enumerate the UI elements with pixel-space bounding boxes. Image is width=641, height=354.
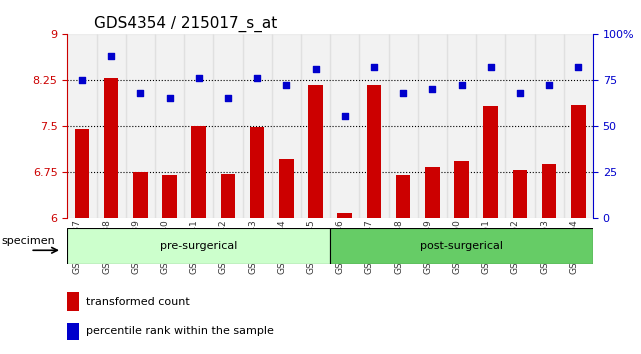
Bar — [301, 34, 330, 218]
Bar — [67, 292, 79, 311]
Point — [135, 90, 146, 95]
Bar — [367, 85, 381, 218]
Point — [398, 90, 408, 95]
Bar — [476, 34, 505, 218]
Bar — [67, 323, 79, 340]
Bar — [126, 34, 155, 218]
Point — [106, 53, 116, 58]
Text: GDS4354 / 215017_s_at: GDS4354 / 215017_s_at — [94, 16, 277, 32]
Bar — [563, 34, 593, 218]
Point — [369, 64, 379, 70]
Bar — [192, 126, 206, 218]
Bar — [418, 34, 447, 218]
Bar — [250, 127, 265, 218]
Bar — [67, 228, 330, 264]
Bar — [308, 85, 323, 218]
Bar — [162, 175, 177, 218]
Point — [573, 64, 583, 70]
Point — [194, 75, 204, 81]
Bar — [535, 34, 563, 218]
Point — [544, 82, 554, 88]
Text: post-surgerical: post-surgerical — [420, 241, 503, 251]
Bar — [104, 78, 119, 218]
Point — [252, 75, 262, 81]
Bar — [330, 34, 360, 218]
Text: pre-surgerical: pre-surgerical — [160, 241, 237, 251]
Bar — [133, 172, 147, 218]
Text: transformed count: transformed count — [86, 297, 190, 307]
Bar — [425, 167, 440, 218]
Bar — [454, 161, 469, 218]
Bar — [360, 34, 388, 218]
Bar — [97, 34, 126, 218]
Bar — [483, 106, 498, 218]
Text: percentile rank within the sample: percentile rank within the sample — [86, 326, 274, 336]
Bar — [571, 105, 586, 218]
Bar — [155, 34, 184, 218]
Point — [164, 95, 174, 101]
Bar — [279, 159, 294, 218]
Bar — [74, 129, 89, 218]
Bar — [242, 34, 272, 218]
Point — [281, 82, 292, 88]
Bar — [67, 34, 97, 218]
Point — [310, 66, 320, 72]
Point — [427, 86, 437, 92]
Bar — [542, 164, 556, 218]
Point — [486, 64, 496, 70]
Bar — [513, 170, 528, 218]
Point — [456, 82, 467, 88]
Point — [77, 77, 87, 82]
Text: specimen: specimen — [1, 236, 55, 246]
Bar — [396, 175, 410, 218]
Point — [515, 90, 525, 95]
Point — [340, 114, 350, 119]
Bar — [184, 34, 213, 218]
Bar — [337, 213, 352, 218]
Bar — [272, 34, 301, 218]
Point — [223, 95, 233, 101]
Bar — [221, 173, 235, 218]
Bar — [330, 228, 593, 264]
Bar — [388, 34, 418, 218]
Bar — [213, 34, 242, 218]
Bar — [505, 34, 535, 218]
Bar — [447, 34, 476, 218]
